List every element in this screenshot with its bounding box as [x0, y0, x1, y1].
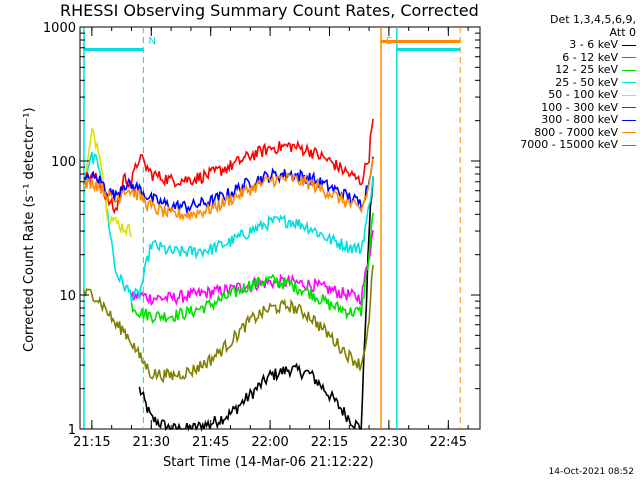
tick-layer: 1 10 100 1000 21:15 21:30 21:45 22:00 22:15 22:30…	[43, 21, 480, 450]
legend-header-line-1: Det 1,3,4,5,6,9,	[549, 13, 636, 26]
legend-swatch	[622, 107, 636, 109]
legend-items: 3 - 6 keV 6 - 12 keV 12 - 25 keV 25 - 50 ke…	[520, 38, 636, 152]
legend-entry: 100 - 300 keV	[520, 100, 636, 115]
series-layer	[83, 118, 374, 432]
legend-entry: 7000 - 15000 keV	[520, 138, 636, 152]
legend-entry-label: 300 - 800 keV	[541, 113, 618, 126]
series-line	[138, 177, 374, 432]
legend-swatch	[622, 82, 636, 84]
series-line	[83, 118, 374, 215]
series-line	[83, 264, 374, 384]
series-line	[83, 158, 374, 222]
footer-timestamp: 14-Oct-2021 08:52	[548, 467, 634, 477]
legend-entry-label: 7000 - 15000 keV	[520, 138, 618, 151]
legend-swatch	[622, 94, 636, 96]
legend-swatch	[622, 69, 636, 71]
x-tick-label: 21:45	[192, 435, 229, 450]
x-tick-label: 21:15	[73, 435, 110, 450]
legend-entry: 50 - 100 keV	[520, 88, 636, 102]
legend: Det 1,3,4,5,6,9, Att 0 3 - 6 keV 6 - 12 k…	[520, 13, 636, 152]
legend-swatch	[622, 144, 636, 146]
legend-swatch	[622, 44, 636, 46]
marker-label: N	[148, 36, 155, 47]
plot-frame	[79, 26, 481, 430]
legend-entry-label: 12 - 25 keV	[555, 63, 618, 76]
series-line	[130, 212, 374, 325]
legend-swatch	[622, 57, 636, 59]
legend-entry-label: 50 - 100 keV	[548, 88, 618, 101]
legend-entry: 300 - 800 keV	[520, 113, 636, 127]
legend-entry: 12 - 25 keV	[520, 63, 636, 77]
legend-entry-label: 25 - 50 keV	[555, 75, 618, 89]
y-tick-label: 1000	[43, 21, 76, 36]
series-line	[83, 156, 374, 215]
legend-entry: 800 - 7000 keV	[520, 125, 636, 140]
x-tick-label: 22:45	[430, 435, 467, 450]
chart-frame-layer	[79, 26, 481, 430]
legend-entry: 25 - 50 keV	[520, 75, 636, 90]
legend-entry-label: 3 - 6 keV	[569, 38, 618, 51]
x-axis-label: Start Time (14-Mar-06 21:12:22)	[163, 455, 374, 470]
x-tick-label: 22:00	[251, 435, 288, 450]
y-tick-label: 100	[51, 155, 76, 170]
y-tick-label: 1	[68, 423, 76, 438]
x-tick-label: 22:15	[311, 435, 348, 450]
legend-entry: 6 - 12 keV	[520, 50, 636, 65]
x-tick-label: 21:30	[133, 435, 170, 450]
legend-swatch	[622, 119, 636, 121]
legend-entry-label: 800 - 7000 keV	[534, 125, 618, 139]
x-tick-label: 22:30	[370, 435, 407, 450]
legend-entry: 3 - 6 keV	[520, 38, 636, 52]
y-axis-label: Corrected Count Rate (s⁻¹ detector⁻¹)	[22, 107, 37, 352]
series-line	[83, 152, 374, 302]
chart-title: RHESSI Observing Summary Count Rates, Co…	[60, 1, 479, 20]
legend-swatch	[622, 132, 636, 134]
y-tick-label: 10	[59, 289, 76, 304]
legend-entry-label: 6 - 12 keV	[562, 50, 618, 64]
legend-entry-label: 100 - 300 keV	[541, 100, 618, 114]
marker-layer: NS	[83, 27, 461, 429]
series-line	[83, 126, 133, 238]
legend-header-line-2: Att 0	[609, 25, 636, 39]
